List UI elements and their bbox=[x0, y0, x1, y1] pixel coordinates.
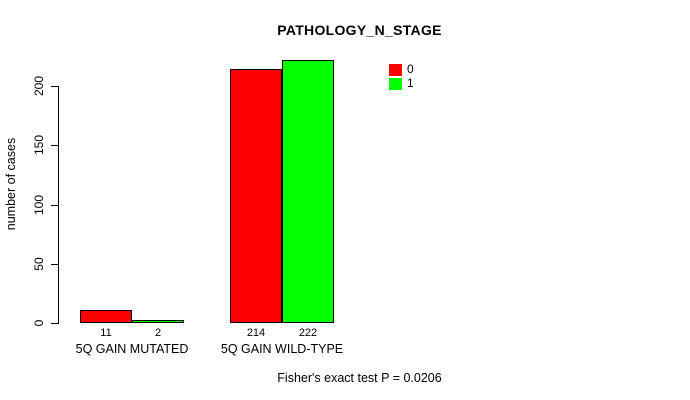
bar-value-label: 222 bbox=[298, 327, 318, 339]
bar bbox=[282, 60, 334, 323]
y-tick-mark bbox=[51, 86, 58, 87]
y-axis-label: number of cases bbox=[4, 137, 18, 231]
bar-value-label: 11 bbox=[100, 327, 112, 339]
legend-item: 0 bbox=[389, 63, 414, 76]
y-tick-mark bbox=[51, 145, 58, 146]
chart-title: PATHOLOGY_N_STAGE bbox=[277, 22, 442, 38]
annotation-text: Fisher's exact test P = 0.0206 bbox=[277, 371, 442, 385]
legend-swatch bbox=[389, 63, 402, 76]
y-tick-label: 200 bbox=[32, 75, 46, 97]
x-category-label: 5Q GAIN MUTATED bbox=[75, 342, 189, 356]
bar-value-label: 214 bbox=[246, 327, 266, 339]
y-tick-label: 100 bbox=[32, 194, 46, 216]
y-tick-label: 0 bbox=[32, 319, 46, 327]
y-tick-mark bbox=[51, 205, 58, 206]
bar bbox=[80, 310, 132, 323]
y-tick-mark bbox=[51, 323, 58, 324]
legend-swatch bbox=[389, 77, 402, 90]
legend-label: 1 bbox=[407, 76, 414, 90]
bar-value-label: 2 bbox=[154, 327, 162, 339]
y-tick-label: 50 bbox=[32, 257, 46, 271]
y-axis-line bbox=[58, 86, 59, 324]
x-category-label: 5Q GAIN WILD-TYPE bbox=[220, 342, 344, 356]
y-tick-mark bbox=[51, 264, 58, 265]
legend-item: 1 bbox=[389, 77, 414, 90]
y-tick-label: 150 bbox=[32, 134, 46, 156]
bar bbox=[230, 69, 282, 323]
bar bbox=[132, 320, 184, 323]
legend-label: 0 bbox=[407, 62, 414, 76]
